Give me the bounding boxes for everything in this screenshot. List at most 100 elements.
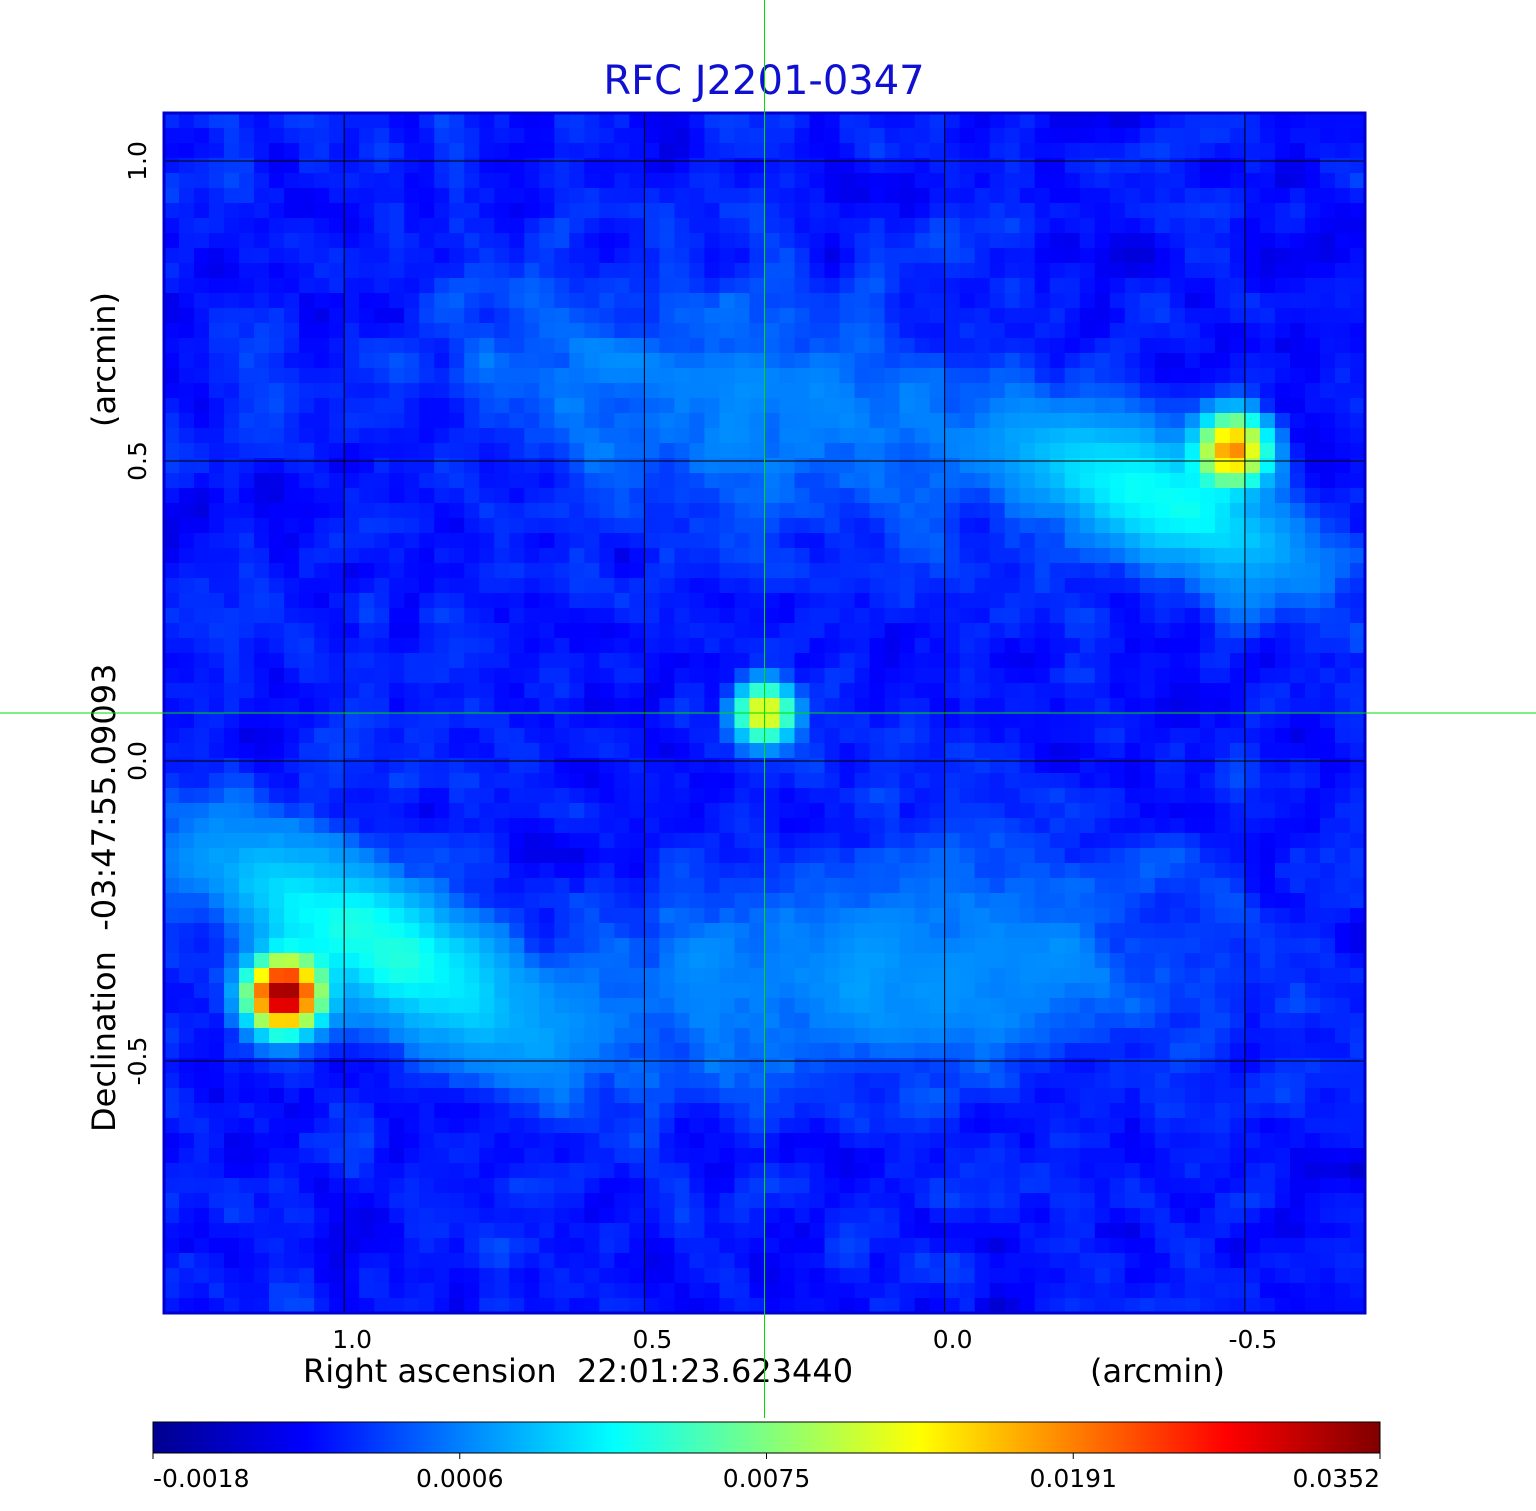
heatmap-cell	[599, 773, 615, 789]
heatmap-cell	[284, 893, 300, 909]
heatmap-cell	[404, 203, 420, 219]
heatmap-cell	[794, 983, 811, 999]
heatmap-cell	[1199, 398, 1216, 414]
heatmap-cell	[1109, 683, 1126, 699]
heatmap-cell	[1244, 293, 1261, 309]
heatmap-cell	[869, 683, 886, 699]
heatmap-cell	[989, 923, 1006, 939]
heatmap-cell	[509, 728, 525, 744]
heatmap-cell	[1079, 143, 1096, 159]
heatmap-cell	[254, 173, 270, 189]
heatmap-cell	[1094, 923, 1111, 939]
heatmap-cell	[884, 353, 901, 369]
heatmap-cell	[359, 653, 375, 669]
heatmap-cell	[1094, 788, 1111, 804]
heatmap-cell	[479, 668, 495, 684]
heatmap-cell	[524, 968, 540, 984]
heatmap-cell	[959, 428, 976, 444]
heatmap-cell	[269, 728, 285, 744]
heatmap-cell	[1079, 743, 1096, 759]
heatmap-cell	[434, 1028, 450, 1044]
heatmap-cell	[719, 173, 736, 189]
heatmap-cell	[1244, 473, 1261, 489]
heatmap-cell	[794, 923, 811, 939]
heatmap-cell	[479, 893, 495, 909]
heatmap-cell	[974, 428, 991, 444]
heatmap-cell	[839, 158, 856, 174]
heatmap-cell	[749, 323, 766, 339]
heatmap-cell	[644, 1028, 661, 1044]
heatmap-cell	[1214, 233, 1231, 249]
heatmap-cell	[1124, 953, 1141, 969]
heatmap-cell	[1184, 248, 1201, 264]
heatmap-cell	[1349, 173, 1366, 189]
heatmap-cell	[1214, 728, 1231, 744]
heatmap-cell	[704, 563, 721, 579]
heatmap-cell	[374, 353, 390, 369]
heatmap-cell	[404, 413, 420, 429]
heatmap-cell	[1289, 968, 1306, 984]
heatmap-cell	[449, 443, 465, 459]
heatmap-cell	[1124, 773, 1141, 789]
heatmap-cell	[809, 248, 826, 264]
heatmap-cell	[599, 908, 615, 924]
heatmap-cell	[644, 173, 661, 189]
heatmap-cell	[434, 683, 450, 699]
heatmap-cell	[509, 218, 525, 234]
heatmap-cell	[224, 788, 240, 804]
heatmap-cell	[1289, 278, 1306, 294]
heatmap-cell	[164, 608, 180, 624]
heatmap-cell	[1349, 143, 1366, 159]
heatmap-cell	[824, 533, 841, 549]
heatmap-cell	[1229, 788, 1246, 804]
heatmap-cell	[1169, 248, 1186, 264]
heatmap-cell	[884, 548, 901, 564]
heatmap-cell	[614, 848, 630, 864]
heatmap-cell	[1094, 233, 1111, 249]
heatmap-cell	[614, 278, 630, 294]
heatmap-cell	[704, 533, 721, 549]
heatmap-cell	[944, 173, 961, 189]
heatmap-cell	[629, 923, 645, 939]
heatmap-cell	[734, 968, 751, 984]
heatmap-cell	[899, 638, 916, 654]
heatmap-cell	[464, 353, 480, 369]
heatmap-cell	[509, 638, 525, 654]
heatmap-cell	[1214, 293, 1231, 309]
heatmap-cell	[1109, 293, 1126, 309]
heatmap-cell	[809, 608, 826, 624]
heatmap-cell	[1169, 428, 1186, 444]
heatmap-cell	[584, 923, 600, 939]
heatmap-cell	[1199, 128, 1216, 144]
heatmap-cell	[1289, 878, 1306, 894]
heatmap-cell	[1109, 533, 1126, 549]
heatmap-cell	[389, 233, 405, 249]
heatmap-cell	[1244, 863, 1261, 879]
heatmap-cell	[1304, 188, 1321, 204]
heatmap-cell	[929, 488, 946, 504]
heatmap-cell	[1049, 278, 1066, 294]
heatmap-cell	[719, 968, 736, 984]
heatmap-cell	[599, 698, 615, 714]
heatmap-cell	[569, 488, 585, 504]
heatmap-cell	[704, 248, 721, 264]
heatmap-cell	[599, 398, 615, 414]
heatmap-cell	[1289, 173, 1306, 189]
heatmap-cell	[584, 743, 600, 759]
heatmap-cell	[734, 473, 751, 489]
heatmap-cell	[1259, 908, 1276, 924]
heatmap-cell	[1169, 443, 1186, 459]
heatmap-cell	[569, 653, 585, 669]
heatmap-cell	[1139, 368, 1156, 384]
heatmap-cell	[299, 323, 315, 339]
heatmap-cell	[989, 593, 1006, 609]
heatmap-cell	[974, 203, 991, 219]
heatmap-cell	[794, 953, 811, 969]
heatmap-cell	[884, 263, 901, 279]
heatmap-cell	[164, 428, 180, 444]
heatmap-cell	[509, 983, 525, 999]
heatmap-cell	[434, 1043, 450, 1059]
heatmap-cell	[1094, 623, 1111, 639]
heatmap-cell	[314, 128, 330, 144]
heatmap-cell	[254, 353, 270, 369]
